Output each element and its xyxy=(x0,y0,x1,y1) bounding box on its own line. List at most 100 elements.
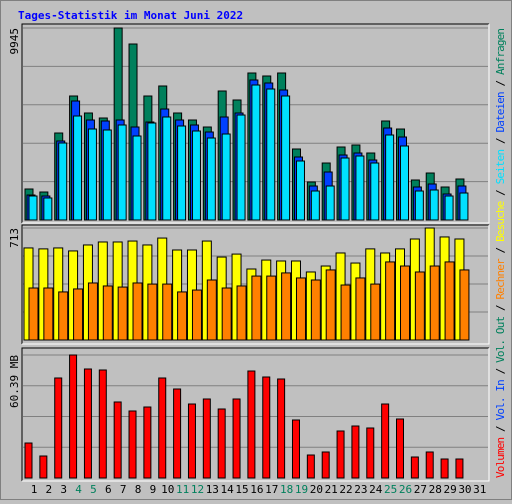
x-tick-label: 5 xyxy=(90,483,97,496)
panel xyxy=(22,348,489,481)
bar xyxy=(147,122,157,221)
legend-entry: Volumen xyxy=(494,431,507,478)
bar xyxy=(414,190,424,221)
legend-entry: Seiten xyxy=(494,143,507,184)
bar xyxy=(340,157,350,221)
x-tick-label: 3 xyxy=(60,483,67,496)
x-tick-label: 31 xyxy=(473,483,486,496)
x-tick-label: 25 xyxy=(384,483,397,496)
x-tick-label: 28 xyxy=(429,483,442,496)
bar xyxy=(128,410,137,479)
panel-edge xyxy=(22,348,490,482)
bar xyxy=(400,145,409,221)
bar xyxy=(266,88,276,221)
bar xyxy=(425,451,434,479)
legend-entry: Anfragen xyxy=(494,28,507,75)
x-tick-label: 1 xyxy=(31,483,38,496)
panel-edge xyxy=(21,347,489,481)
bar xyxy=(277,378,286,479)
bar xyxy=(455,458,464,479)
bar xyxy=(262,376,271,479)
bar xyxy=(236,285,247,341)
bar xyxy=(459,269,470,341)
bar xyxy=(410,456,419,479)
x-tick-label: 12 xyxy=(191,483,204,496)
x-tick-label: 17 xyxy=(265,483,278,496)
bar xyxy=(162,283,173,341)
panel-edge xyxy=(22,24,490,224)
bar xyxy=(206,137,216,221)
bar xyxy=(355,277,366,341)
bar xyxy=(295,160,305,221)
x-tick-label: 13 xyxy=(206,483,219,496)
bar xyxy=(400,265,410,341)
bar xyxy=(370,162,380,221)
bar xyxy=(414,271,425,341)
panel-edge xyxy=(22,225,490,345)
bar xyxy=(355,155,365,221)
bar xyxy=(340,284,351,341)
bar xyxy=(310,190,320,221)
bar xyxy=(281,272,292,341)
legend-entry: Vol. Out xyxy=(494,310,507,363)
bar xyxy=(173,388,182,479)
bar xyxy=(132,282,143,341)
x-tick-label: 2 xyxy=(46,483,53,496)
bar xyxy=(385,261,396,341)
bar xyxy=(295,277,306,341)
y-tick-label: 9945 xyxy=(8,28,21,55)
bar xyxy=(221,133,231,221)
legend-entry: Vol. In xyxy=(494,373,507,420)
bar xyxy=(444,261,455,341)
bar xyxy=(177,125,187,221)
x-tick-label: 8 xyxy=(135,483,142,496)
x-tick-label: 6 xyxy=(105,483,112,496)
x-tick-label: 9 xyxy=(150,483,157,496)
bar xyxy=(381,403,390,479)
legend-entry: Besuche xyxy=(494,195,507,242)
x-tick-label: 16 xyxy=(250,483,263,496)
x-tick-label: 15 xyxy=(235,483,248,496)
legend: Volumen / Vol. In / Vol. Out / Rechner /… xyxy=(494,28,507,478)
bar xyxy=(251,84,261,221)
x-tick-label: 30 xyxy=(458,483,471,496)
legend-separator: / xyxy=(494,362,507,374)
x-tick-label: 24 xyxy=(369,483,383,496)
bar xyxy=(321,451,330,479)
bar xyxy=(58,291,69,341)
bar xyxy=(221,287,232,341)
bar xyxy=(351,425,360,479)
bar xyxy=(39,455,48,479)
bar xyxy=(117,124,127,221)
bar xyxy=(217,408,226,479)
x-tick-label: 4 xyxy=(75,483,82,496)
bar xyxy=(24,442,33,479)
x-tick-label: 21 xyxy=(325,483,338,496)
bar xyxy=(28,287,39,341)
bar xyxy=(336,430,345,479)
bar xyxy=(187,403,196,479)
bar xyxy=(43,197,53,221)
bar xyxy=(247,370,256,479)
x-tick-label: 19 xyxy=(295,483,308,496)
legend-separator: / xyxy=(494,299,507,311)
bar xyxy=(396,418,404,479)
x-tick-label: 26 xyxy=(399,483,412,496)
bar xyxy=(191,289,202,341)
bar xyxy=(132,135,142,221)
bar xyxy=(43,287,54,341)
bar xyxy=(251,275,262,341)
bar xyxy=(87,282,98,341)
x-tick-label: 10 xyxy=(161,483,174,496)
bar xyxy=(162,116,172,221)
bar xyxy=(113,401,122,479)
bar xyxy=(87,128,97,221)
bar xyxy=(370,283,381,341)
bar xyxy=(73,115,83,221)
bar xyxy=(440,458,449,479)
bar xyxy=(158,377,167,479)
y-tick-label: 713 xyxy=(8,228,21,248)
bar xyxy=(429,189,439,221)
